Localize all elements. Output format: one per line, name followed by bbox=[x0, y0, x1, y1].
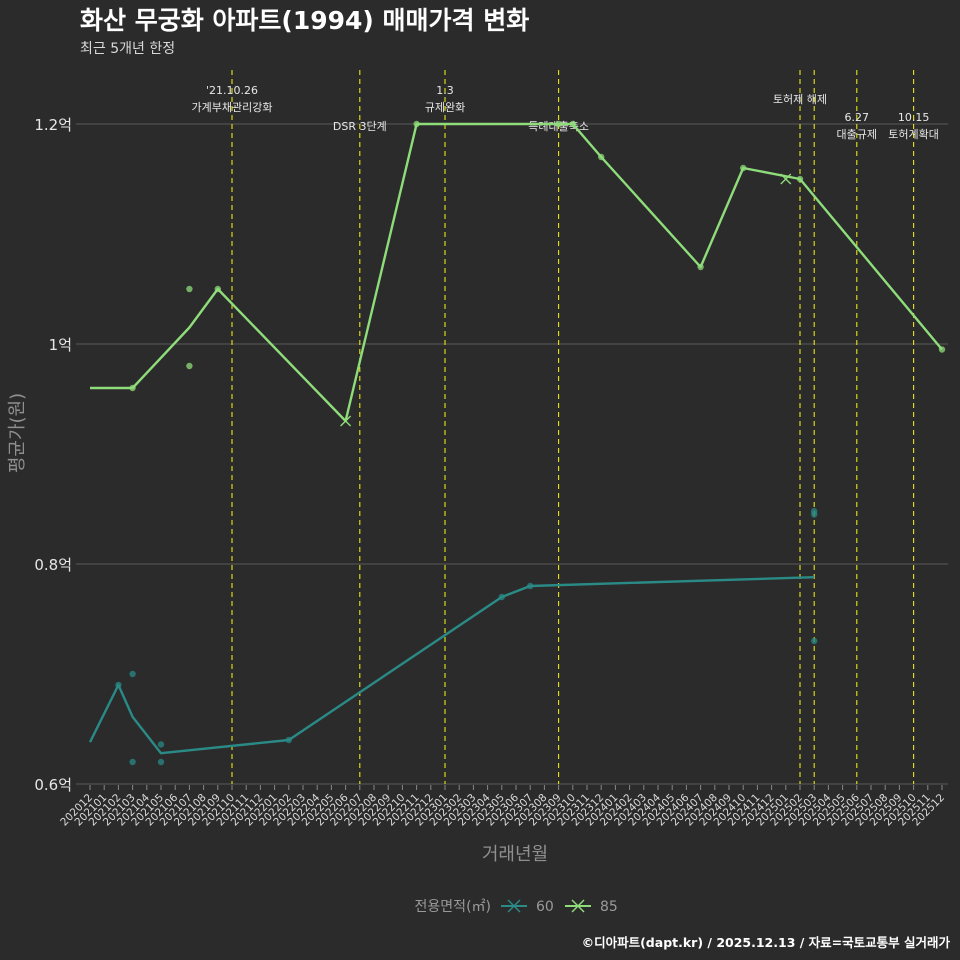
legend: 전용면적(㎡) 60 85 bbox=[415, 899, 618, 915]
y-tick-label: 1억 bbox=[49, 336, 72, 354]
x-axis-ticks: 2020122021012021022021032021042021052021… bbox=[58, 785, 947, 828]
y-gridlines bbox=[76, 123, 948, 785]
y-axis-label: 평균가(원) bbox=[7, 393, 28, 473]
legend-label-85: 85 bbox=[600, 899, 618, 915]
event-label: 규제완화 bbox=[425, 101, 465, 114]
cross-marker bbox=[340, 415, 352, 427]
event-label: 토허제 해제 bbox=[773, 92, 827, 106]
legend-key-60 bbox=[501, 899, 527, 913]
data-point bbox=[129, 670, 136, 678]
y-tick-label: 0.6억 bbox=[34, 776, 72, 794]
data-point bbox=[129, 758, 136, 766]
series-line bbox=[90, 122, 943, 423]
event-label: 토허계확대 bbox=[888, 128, 939, 141]
event-label: '21.10.26 bbox=[206, 84, 258, 97]
x-axis-label: 거래년월 bbox=[482, 844, 548, 865]
legend-label-60: 60 bbox=[536, 899, 554, 915]
data-point bbox=[811, 637, 818, 645]
y-tick-label: 0.8억 bbox=[34, 556, 72, 574]
series-line bbox=[88, 576, 815, 755]
cross-marker bbox=[780, 173, 792, 185]
chart-subtitle: 최근 5개년 한정 bbox=[80, 41, 175, 57]
y-tick-label: 1.2억 bbox=[34, 116, 72, 134]
event-label: 1.3 bbox=[436, 84, 454, 97]
data-point bbox=[157, 741, 165, 748]
y-axis-ticks: 0.6억 0.8억 1억 1.2억 bbox=[34, 116, 72, 794]
event-label: 대출규제 bbox=[837, 128, 877, 141]
event-label: 6.27 bbox=[845, 111, 870, 124]
event-label: 10.15 bbox=[898, 111, 930, 124]
data-point bbox=[811, 511, 818, 518]
data-point bbox=[157, 758, 165, 766]
legend-key-85 bbox=[565, 899, 591, 913]
series-85 bbox=[90, 120, 946, 427]
source-caption: ©디아파트(dapt.kr) / 2025.12.13 / 자료=국토교통부 실… bbox=[582, 935, 951, 950]
chart-title: 화산 무궁화 아파트(1994) 매매가격 변화 bbox=[80, 6, 529, 35]
event-label: 가계부채관리강화 bbox=[192, 101, 273, 114]
data-point bbox=[186, 362, 193, 370]
legend-title: 전용면적(㎡) bbox=[415, 899, 491, 915]
data-point bbox=[186, 285, 193, 293]
price-series bbox=[88, 120, 946, 766]
series-60 bbox=[88, 508, 818, 766]
event-label: DSR 3단계 bbox=[333, 120, 387, 133]
